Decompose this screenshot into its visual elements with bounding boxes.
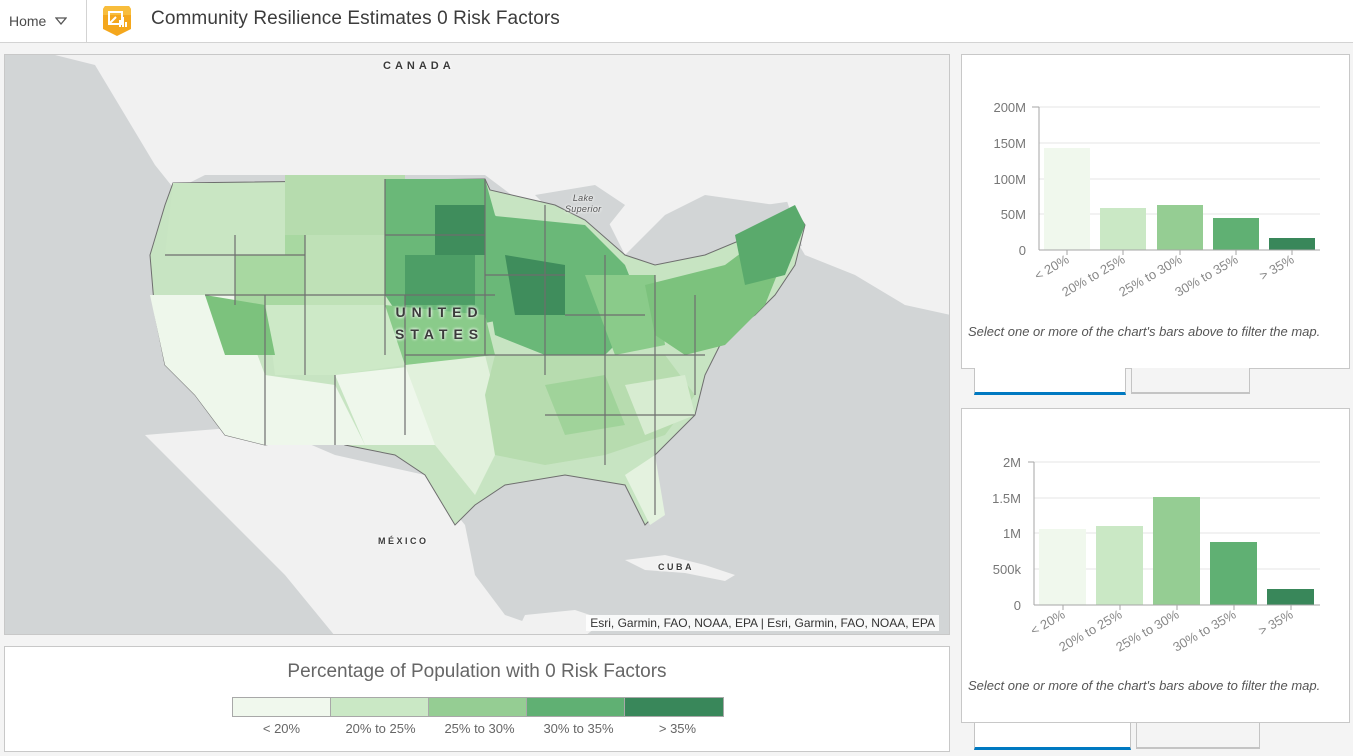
y-tick: 500k [993, 562, 1022, 577]
bar-20-25[interactable] [1100, 208, 1146, 250]
x-tick: 30% to 35% [1172, 251, 1241, 299]
chevron-down-icon [55, 17, 68, 25]
chart-filter-instructions: Select one or more of the chart's bars a… [968, 324, 1321, 339]
legend-panel: Percentage of Population with 0 Risk Fac… [4, 646, 950, 752]
y-tick: 0 [1019, 243, 1026, 258]
map-label-lake-superior: Lake Superior [565, 193, 601, 215]
y-tick: 2M [1003, 455, 1021, 470]
population-chart-tabs [974, 368, 1250, 395]
app-header: Home Community Resilience Estimates 0 Ri… [0, 0, 1353, 43]
population-bar-chart[interactable]: 200M 150M 100M 50M 0 < 20% 20% to 25% 25… [962, 55, 1351, 315]
map-label-canada: CANADA [383, 60, 455, 72]
legend-swatch-gt35 [625, 698, 723, 716]
legend-label: < 20% [262, 721, 301, 736]
population-chart-panel: 200M 150M 100M 50M 0 < 20% 20% to 25% 25… [961, 54, 1350, 369]
lake-label-line1: Lake [572, 193, 594, 203]
map-attribution: Esri, Garmin, FAO, NOAA, EPA | Esri, Gar… [586, 615, 939, 631]
bar-20-25[interactable] [1096, 526, 1143, 605]
legend-label: > 35% [658, 721, 697, 736]
bar-25-30[interactable] [1157, 205, 1203, 250]
dashboard-title: Community Resilience Estimates 0 Risk Fa… [151, 8, 560, 29]
legend-labels: < 20% 20% to 25% 25% to 30% 30% to 35% >… [232, 721, 727, 736]
chart-filter-instructions: Select one or more of the chart's bars a… [968, 678, 1321, 693]
legend-swatch-25-30 [429, 698, 527, 716]
bar-gt35[interactable] [1269, 238, 1315, 250]
y-tick: 200M [993, 100, 1026, 115]
x-tick: 20% to 25% [1056, 606, 1125, 654]
map-label-states: STATES [395, 326, 485, 342]
x-tick: > 35% [1256, 606, 1296, 638]
legend-swatch-30-35 [527, 698, 625, 716]
bar-30-35[interactable] [1213, 218, 1259, 250]
bar-lt20[interactable] [1044, 148, 1090, 250]
map-label-united-states: UNITED STATES [395, 301, 484, 345]
home-menu-button[interactable]: Home [0, 0, 87, 42]
bar-gt35[interactable] [1267, 589, 1314, 605]
legend-color-ramp [232, 697, 724, 717]
legend-swatch-20-25 [331, 698, 429, 716]
x-tick: 20% to 25% [1059, 251, 1128, 299]
legend-swatch-lt20 [233, 698, 331, 716]
map-label-cuba: CUBA [658, 562, 694, 572]
county-bar-chart[interactable]: 2M 1.5M 1M 500k 0 < 20% 20% to 25% 25% t… [962, 409, 1351, 669]
legend-label: 20% to 25% [345, 721, 416, 736]
legend-title: Percentage of Population with 0 Risk Fac… [287, 661, 667, 682]
legend-label: 30% to 35% [543, 721, 614, 736]
y-tick: 0 [1014, 598, 1021, 613]
tab-2[interactable] [1131, 368, 1250, 394]
x-tick: < 20% [1032, 251, 1072, 283]
dashboard-app-icon [103, 6, 131, 36]
tab-1[interactable] [974, 723, 1131, 750]
legend-label: 25% to 30% [444, 721, 515, 736]
map-label-mexico: MÉXICO [378, 536, 429, 546]
tab-1[interactable] [974, 368, 1126, 395]
bar-30-35[interactable] [1210, 542, 1257, 605]
x-tick: > 35% [1257, 251, 1297, 283]
bar-25-30[interactable] [1153, 497, 1200, 605]
x-tick: 30% to 35% [1170, 606, 1239, 654]
y-tick: 1M [1003, 526, 1021, 541]
y-tick: 1.5M [992, 491, 1021, 506]
map-label-united: UNITED [395, 304, 484, 320]
y-tick: 50M [1001, 207, 1026, 222]
lake-label-line2: Superior [565, 204, 602, 214]
tab-2[interactable] [1136, 723, 1260, 749]
y-tick: 100M [993, 172, 1026, 187]
county-chart-tabs [974, 723, 1260, 750]
y-tick: 150M [993, 136, 1026, 151]
county-chart-panel: 2M 1.5M 1M 500k 0 < 20% 20% to 25% 25% t… [961, 408, 1350, 723]
home-label: Home [9, 13, 47, 29]
basemap [5, 55, 949, 634]
bar-lt20[interactable] [1039, 529, 1086, 605]
x-tick: 25% to 30% [1113, 606, 1182, 654]
map-view[interactable]: CANADA UNITED STATES Lake Superior MÉXIC… [4, 54, 950, 635]
x-tick: < 20% [1028, 606, 1068, 638]
